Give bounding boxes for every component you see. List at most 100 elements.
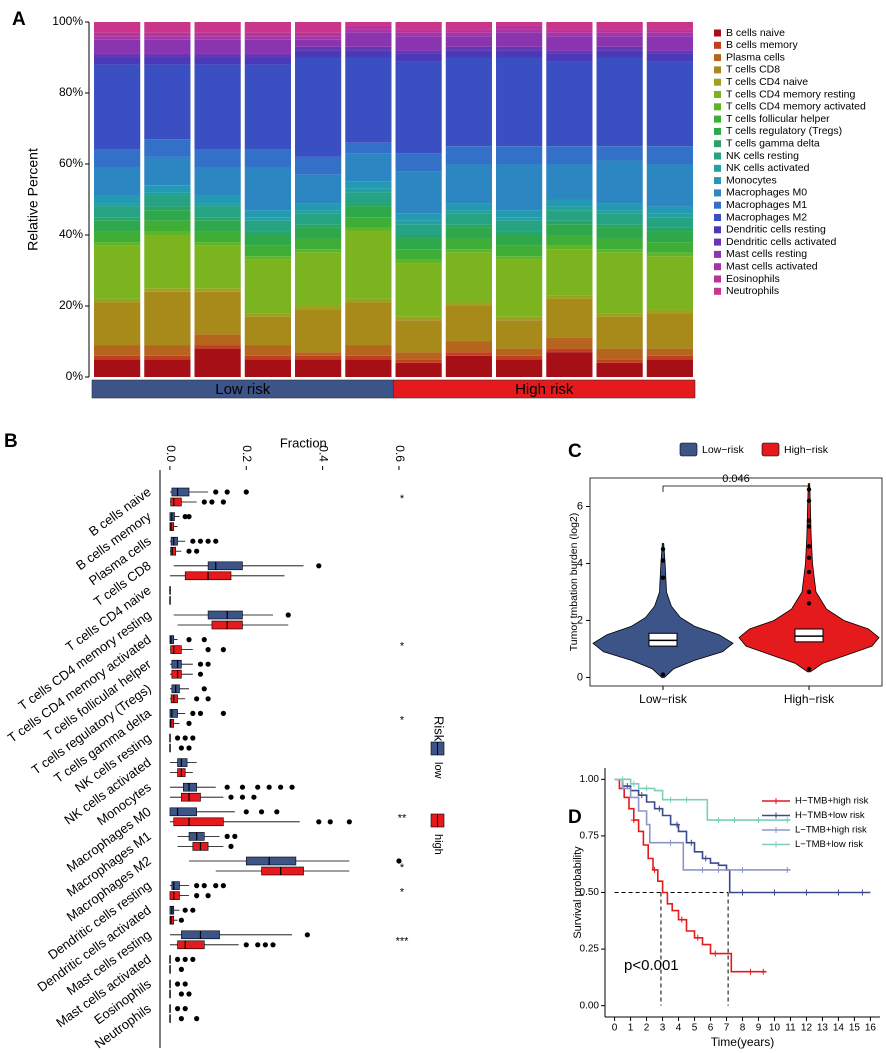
outlier [285,612,291,618]
outlier [396,858,402,864]
bar-segment [244,53,291,58]
outlier [194,696,200,702]
box [169,709,178,718]
bar-segment [144,139,191,157]
outlier [270,942,276,948]
outlier [186,991,192,997]
bar-segment [496,25,543,30]
bar-segment [194,245,241,289]
legend-label: Neutrophils [726,285,779,297]
bar-segment [395,213,442,221]
bar-segment [546,29,593,33]
x-axis-label: Time(years) [711,1035,775,1049]
bar-segment [194,22,241,33]
censor-mark [667,796,674,803]
bar-segment [194,231,241,243]
outlier [178,991,184,997]
x-tick-label: 4 [676,1023,682,1034]
bar-segment [646,359,693,377]
bar-segment [546,220,593,225]
bar-segment [395,50,442,54]
censor-mark [835,889,842,896]
bar-segment [596,146,643,161]
risk-label: High risk [515,381,574,398]
outlier [182,981,188,987]
censor-mark [619,776,626,783]
bar-segment [94,167,141,196]
bar-segment [496,231,543,235]
y-tick-label: 4 [577,557,583,569]
outlier [182,956,188,963]
legend-swatch [714,250,721,258]
outlier [190,956,196,963]
legend-label: T cells CD4 memory activated [726,101,866,113]
legend-swatch [714,263,721,271]
bar-segment [395,238,442,250]
bar-segment [295,210,342,214]
bar-segment [194,32,241,37]
bar-segment [646,231,693,243]
bar-segment [445,224,492,228]
bar-segment [295,252,342,306]
bar-segment [546,295,593,299]
bar-segment [345,153,392,182]
box [170,645,182,654]
box [173,817,224,827]
point [806,666,812,672]
box [171,487,190,497]
bar-segment [445,46,492,51]
bar-segment [244,149,291,168]
box [171,659,182,669]
outlier [224,784,230,790]
outlier [278,784,284,790]
bar-segment [244,345,291,356]
x-tick-label: 9 [756,1023,762,1034]
censor-mark [747,968,754,975]
plot-frame [589,477,883,687]
outlier [194,1016,200,1022]
x-tick-label: 0 [612,1023,618,1034]
bar-segment [445,341,492,353]
bar-segment [646,252,693,257]
point [806,524,812,529]
bar-segment [94,245,141,299]
bar-segment [445,249,492,253]
significance: * [400,887,405,899]
outlier [197,538,204,544]
bar-segment [496,32,543,47]
outlier [220,710,226,717]
outlier [197,661,204,667]
x-tick-label: 15 [849,1023,861,1034]
outlier [220,883,226,889]
box [207,561,243,571]
bar-segment [94,298,141,303]
outlier [205,538,211,544]
bar-segment [646,146,693,164]
bar-segment [445,164,492,204]
bar-segment [395,320,442,353]
outlier [182,735,188,741]
bar-segment [445,252,492,303]
bar-segment [596,249,643,253]
bar-segment [244,64,291,150]
bar-segment [345,298,392,303]
bar-segment [295,359,342,377]
point [806,544,812,549]
bar-segment [395,224,442,235]
bar-segment [194,220,241,232]
outlier [220,647,226,653]
bar-segment [144,195,191,207]
bar-segment [596,32,643,37]
censor-mark [673,821,680,828]
bar-segment [445,32,492,37]
bar-segment [395,259,442,264]
censor-mark [667,839,674,846]
box [245,856,297,866]
bar-segment [295,57,342,157]
outlier [205,696,211,702]
bar-segment [496,146,543,164]
legend-label: Dendritic cells activated [726,236,836,248]
bar-segment [496,220,543,232]
significance: * [400,641,405,653]
censor-mark [651,866,658,873]
